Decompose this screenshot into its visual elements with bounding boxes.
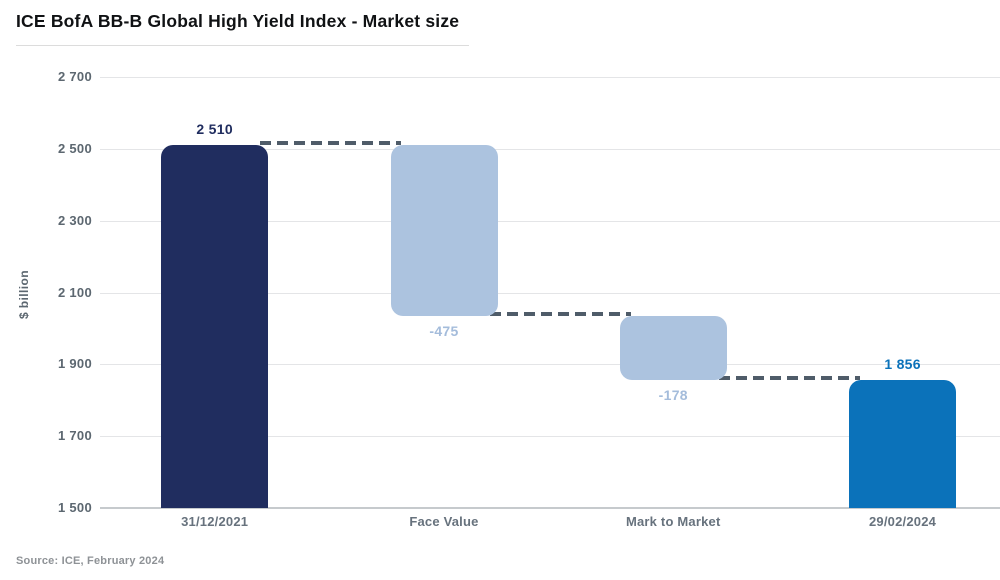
x-axis-category-label: Mark to Market [625, 514, 721, 529]
bar-value-label: -475 [429, 322, 459, 339]
chart-title: ICE BofA BB-B Global High Yield Index - … [16, 11, 460, 31]
bar-value-label: -178 [658, 386, 688, 403]
y-tick-label: 2 100 [57, 284, 92, 300]
gridline [100, 77, 1000, 78]
bar-value-label: 2 510 [196, 121, 233, 138]
gridline [100, 220, 1000, 222]
title-divider [16, 45, 469, 46]
gridline [100, 364, 1000, 366]
waterfall-bar [619, 315, 727, 380]
waterfall-bar [161, 145, 269, 508]
connector-dashed-line [718, 375, 861, 380]
y-tick-label: 2 300 [57, 212, 92, 228]
bar-value-label: 1 856 [884, 356, 921, 373]
connector-dashed-line [260, 141, 402, 146]
y-tick-label: 1 900 [57, 356, 92, 372]
x-axis-category-label: 31/12/2021 [181, 514, 249, 529]
y-tick-label: 1 500 [57, 500, 92, 515]
x-axis-line [100, 507, 1000, 509]
source-note: Source: ICE, February 2024 [16, 555, 165, 567]
gridline [100, 292, 1000, 294]
gridline [100, 148, 1000, 150]
y-tick-label: 1 700 [57, 428, 92, 444]
connector-dashed-line [489, 311, 631, 316]
x-axis-category-label: Face Value [409, 514, 479, 529]
y-axis-title: $ billion [17, 270, 31, 320]
waterfall-bar [849, 380, 957, 508]
x-axis-category-label: 29/02/2024 [869, 514, 937, 529]
waterfall-bar [390, 145, 498, 316]
y-tick-label: 2 700 [57, 69, 92, 84]
gridline [100, 436, 1000, 438]
y-tick-label: 2 500 [57, 140, 92, 156]
